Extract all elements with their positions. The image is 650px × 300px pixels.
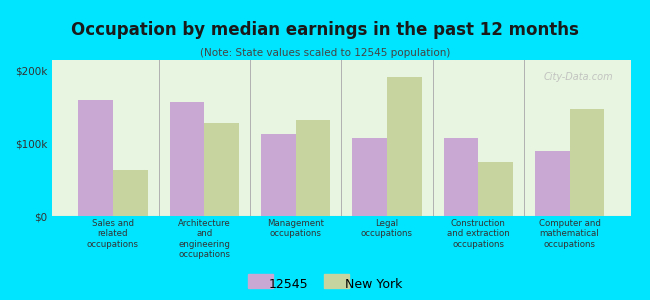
Bar [569,109,604,216]
Text: City-Data.com: City-Data.com [543,73,613,82]
Legend: 12545, New York: 12545, New York [248,278,402,291]
Bar [296,120,330,216]
Bar [443,138,478,216]
Text: (Note: State values scaled to 12545 population): (Note: State values scaled to 12545 popu… [200,48,450,58]
Bar [204,123,239,216]
Bar [78,100,113,216]
Bar [352,138,387,216]
Bar [478,162,513,216]
Bar [387,77,422,216]
Text: Occupation by median earnings in the past 12 months: Occupation by median earnings in the pas… [71,21,579,39]
Bar [170,102,204,216]
Bar [261,134,296,216]
Bar [535,151,569,216]
Bar [113,170,148,216]
